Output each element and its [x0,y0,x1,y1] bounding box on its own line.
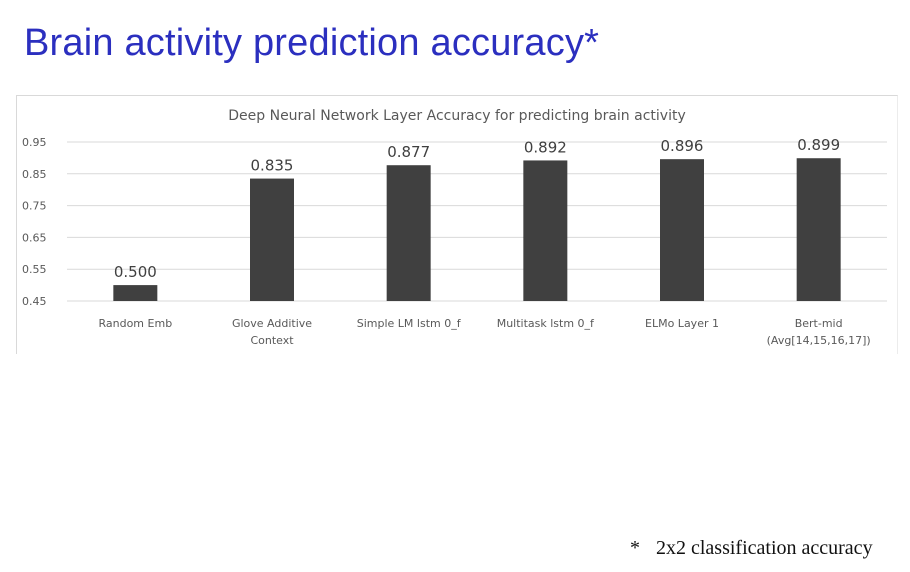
footnote-marker: * [630,537,640,559]
bar [113,285,158,301]
bar-chart: Deep Neural Network Layer Accuracy for p… [22,108,887,347]
y-tick-label: 0.75 [22,200,47,213]
data-label: 0.877 [387,143,430,161]
slide-title: Brain activity prediction accuracy* [24,22,600,64]
data-label: 0.896 [661,137,704,155]
data-label: 0.500 [114,263,157,281]
y-tick-label: 0.65 [22,231,47,244]
chart-container: Deep Neural Network Layer Accuracy for p… [16,95,898,354]
data-label: 0.899 [797,136,840,154]
data-label: 0.835 [251,157,294,175]
bar [523,160,568,301]
x-category-label: (Avg[14,15,16,17]) [767,334,871,347]
footnote: * 2x2 classification accuracy [630,537,873,560]
x-category-label: Bert-mid [795,317,843,330]
x-category-label: Glove Additive [232,317,312,330]
y-tick-label: 0.85 [22,168,47,181]
x-category-label: Simple LM lstm 0_f [357,317,462,330]
data-label: 0.892 [524,138,567,156]
x-category-label: Random Emb [98,317,172,330]
y-tick-label: 0.55 [22,263,47,276]
y-tick-label: 0.45 [22,295,47,308]
bar [386,165,431,301]
bar [660,159,704,301]
footnote-text: 2x2 classification accuracy [656,537,873,559]
x-category-label: Context [250,334,294,347]
x-category-label: Multitask lstm 0_f [497,317,595,330]
x-category-label: ELMo Layer 1 [645,317,719,330]
y-tick-label: 0.95 [22,136,47,149]
chart-title: Deep Neural Network Layer Accuracy for p… [228,108,685,124]
bar [250,178,294,301]
bar [796,158,841,301]
